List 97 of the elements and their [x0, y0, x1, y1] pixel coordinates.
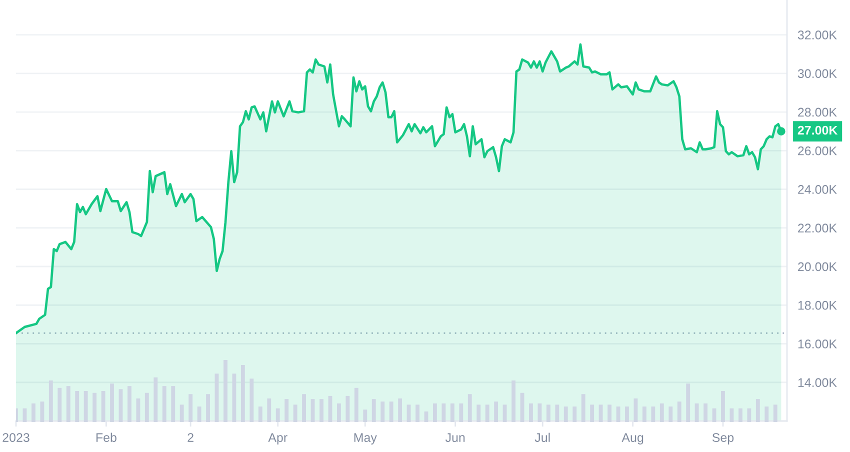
bar: [380, 402, 385, 422]
x-tick-label: Sep: [712, 433, 734, 444]
bar: [572, 406, 577, 422]
y-tick-label: 24.00K: [798, 185, 837, 194]
bar: [320, 399, 324, 422]
bar: [668, 406, 673, 422]
bar: [92, 392, 97, 422]
bar: [694, 403, 699, 422]
y-tick-label: 20.00K: [798, 262, 837, 272]
x-tick-label: May: [354, 433, 377, 444]
x-tick-label: Apr: [268, 433, 288, 444]
annotation: 27.00K: [798, 126, 838, 135]
bar: [162, 386, 166, 422]
bar: [48, 380, 53, 422]
bar: [625, 406, 629, 422]
x-tick-label: Aug: [622, 433, 644, 444]
bar: [450, 403, 454, 422]
bar: [686, 384, 690, 422]
bar: [502, 404, 507, 422]
y-tick-label: 18.00K: [798, 300, 837, 310]
bar: [31, 403, 36, 422]
bar: [651, 406, 656, 422]
bar: [118, 389, 123, 422]
bar: [590, 404, 594, 422]
bar: [346, 396, 350, 422]
y-tick-label: 14.00K: [798, 378, 837, 388]
bar: [372, 399, 376, 422]
bar: [512, 380, 516, 422]
bar: [171, 386, 176, 422]
x-tick-label: 2023: [2, 433, 30, 442]
bar: [677, 402, 682, 422]
bar: [75, 391, 80, 422]
bar: [738, 408, 742, 422]
bar: [773, 404, 778, 422]
bar: [188, 394, 193, 422]
bar: [546, 404, 550, 422]
bar: [704, 403, 708, 422]
bar: [660, 403, 664, 422]
y-tick-label: 32.00K: [798, 30, 837, 40]
y-tick-label: 28.00K: [798, 108, 837, 117]
bar: [293, 404, 298, 422]
bar: [389, 402, 394, 422]
x-tick-label: 2: [188, 433, 194, 442]
bar: [354, 388, 358, 422]
bar: [485, 404, 490, 422]
bar: [476, 404, 481, 422]
bar: [363, 410, 368, 422]
bar: [336, 403, 341, 422]
x-tick-label: Feb: [96, 432, 116, 442]
bar: [284, 399, 289, 422]
y-tick-label: 22.00K: [798, 224, 837, 233]
bar: [66, 386, 70, 422]
bar: [764, 406, 769, 422]
bar: [232, 374, 236, 422]
bar: [154, 377, 158, 422]
bar: [302, 394, 306, 422]
y-tick-label: 16.00K: [798, 340, 837, 348]
bar: [110, 384, 114, 422]
bar: [459, 403, 464, 422]
y-tick-label: 30.00K: [798, 69, 837, 78]
bar: [258, 406, 262, 422]
bar: [197, 406, 202, 422]
bar: [406, 404, 411, 422]
bar: [529, 403, 533, 422]
bar: [58, 388, 62, 422]
bar: [250, 378, 254, 422]
bar: [747, 408, 752, 422]
bar: [136, 398, 140, 422]
bar: [206, 394, 210, 422]
bar: [40, 402, 44, 422]
bar: [84, 391, 88, 422]
bar: [224, 360, 228, 422]
bar: [555, 404, 560, 422]
bar: [468, 394, 472, 422]
bar: [634, 398, 638, 422]
x-tick-label: Jun: [445, 433, 465, 442]
bar: [276, 408, 280, 422]
bar: [494, 402, 498, 422]
y-tick-label: 26.00K: [798, 146, 837, 156]
bar: [538, 403, 542, 422]
bar: [398, 398, 402, 422]
bar: [128, 386, 132, 422]
bar: [442, 403, 446, 422]
bar: [564, 406, 568, 422]
bar: [180, 404, 184, 422]
bar: [144, 392, 149, 422]
bar: [432, 403, 437, 422]
bar: [756, 399, 760, 422]
bar: [267, 398, 272, 422]
x-tick-label: Jul: [534, 432, 550, 442]
bar: [416, 404, 420, 422]
bar: [240, 364, 245, 422]
bar: [598, 404, 603, 422]
bar: [642, 406, 646, 422]
bar: [608, 404, 612, 422]
bar: [581, 394, 586, 422]
bar: [721, 391, 725, 422]
